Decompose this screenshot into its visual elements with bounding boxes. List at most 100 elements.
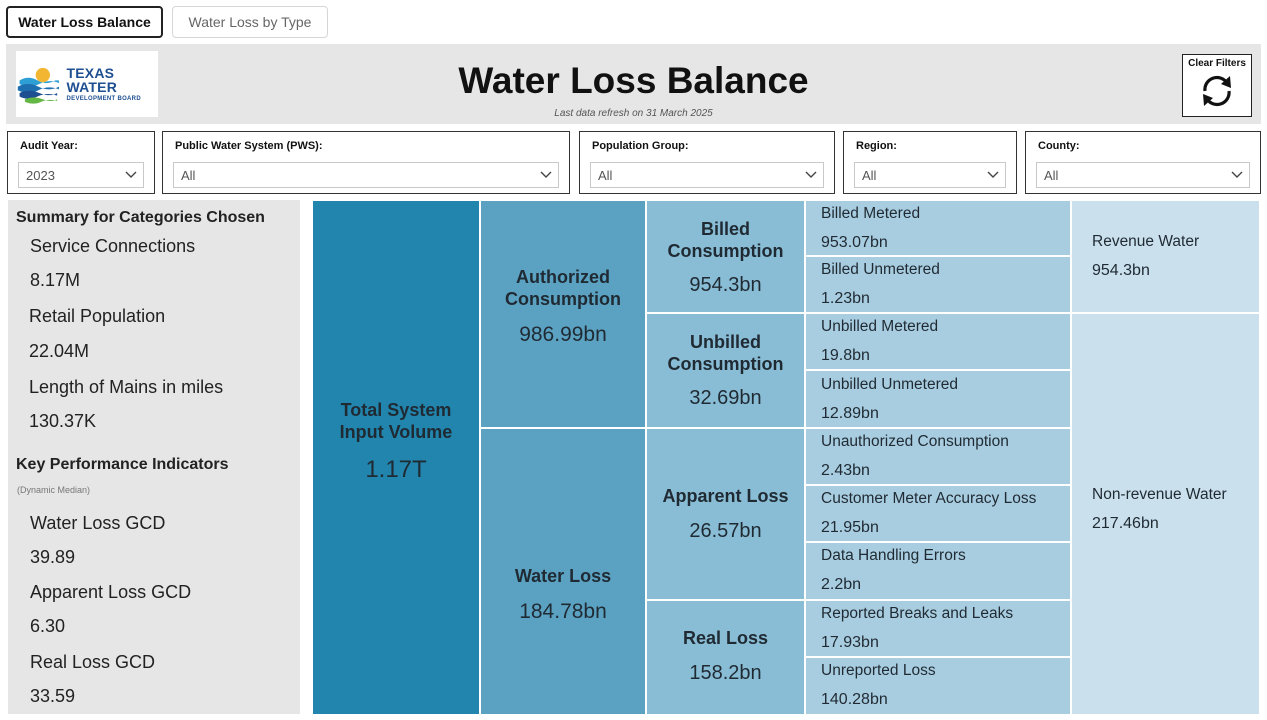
filter-label: Audit Year: [20,140,78,152]
total-system-input-cell: Total System Input Volume 1.17T [313,201,479,714]
filter-region: Region: All [843,131,1017,194]
detail-value: 1.23bn [821,290,870,308]
filter-label: Public Water System (PWS): [175,140,323,152]
chevron-down-icon [540,171,552,179]
summary-panel: Summary for Categories Chosen Service Co… [8,200,300,714]
water-loss-cell: Water Loss 184.78bn [481,429,645,714]
chevron-down-icon [125,171,137,179]
unbilled-consumption-title-line1: Unbilled [647,331,804,353]
filter-public-water-system: Public Water System (PWS): All [162,131,570,194]
summary-heading: Summary for Categories Chosen [16,209,265,227]
total-system-input-value: 1.17T [313,456,479,484]
detail-label: Unreported Loss [821,662,936,680]
filter-label: Region: [856,140,897,152]
dropdown-value: 2023 [26,168,55,183]
real-loss-gcd-value: 33.59 [30,686,75,707]
audit-year-dropdown[interactable]: 2023 [18,162,144,188]
detail-value: 2.43bn [821,462,870,480]
page-title: Water Loss Balance [6,60,1261,102]
dropdown-value: All [862,168,876,183]
detail-label: Unbilled Unmetered [821,376,958,394]
detail-label: Billed Metered [821,205,920,223]
detail-value: 12.89bn [821,405,879,423]
filter-label: Population Group: [592,140,689,152]
filter-population-group: Population Group: All [579,131,835,194]
length-of-mains-label: Length of Mains in miles [29,377,223,398]
water-loss-value: 184.78bn [481,600,645,624]
revenue-water-cell: Revenue Water 954.3bn [1072,201,1259,312]
clear-filters-label: Clear Filters [1188,58,1246,69]
detail-value: 953.07bn [821,234,888,252]
billed-consumption-value: 954.3bn [647,274,804,297]
chevron-down-icon [1231,171,1243,179]
kpi-subheading: (Dynamic Median) [17,485,90,495]
retail-population-label: Retail Population [29,306,165,327]
real-loss-gcd-label: Real Loss GCD [30,652,155,673]
kpi-heading: Key Performance Indicators [16,456,229,474]
authorized-consumption-title-line2: Consumption [481,288,645,310]
detail-label: Customer Meter Accuracy Loss [821,490,1036,508]
detail-unauthorized-consumption: Unauthorized Consumption 2.43bn [806,429,1070,484]
detail-label: Unbilled Metered [821,318,938,336]
detail-label: Unauthorized Consumption [821,433,1009,451]
refresh-arrows-icon [1197,71,1237,111]
tab-water-loss-balance[interactable]: Water Loss Balance [6,6,163,38]
real-loss-cell: Real Loss 158.2bn [647,601,804,714]
length-of-mains-value: 130.37K [29,411,96,432]
apparent-loss-value: 26.57bn [647,520,804,543]
last-refresh-note: Last data refresh on 31 March 2025 [6,108,1261,119]
detail-value: 2.2bn [821,576,861,594]
total-system-input-title-line1: Total System [313,399,479,421]
total-system-input-title-line2: Input Volume [313,421,479,443]
water-loss-title: Water Loss [481,565,645,587]
pws-dropdown[interactable]: All [173,162,559,188]
unbilled-consumption-cell: Unbilled Consumption 32.69bn [647,314,804,427]
tab-water-loss-by-type[interactable]: Water Loss by Type [172,6,328,38]
billed-consumption-title-line2: Consumption [647,240,804,262]
detail-value: 17.93bn [821,634,879,652]
apparent-loss-title: Apparent Loss [647,485,804,507]
non-revenue-water-value: 217.46bn [1092,515,1159,533]
real-loss-title: Real Loss [647,627,804,649]
water-loss-gcd-label: Water Loss GCD [30,513,165,534]
filter-label: County: [1038,140,1080,152]
billed-consumption-cell: Billed Consumption 954.3bn [647,201,804,312]
revenue-water-value: 954.3bn [1092,262,1150,280]
dropdown-value: All [1044,168,1058,183]
dropdown-value: All [181,168,195,183]
detail-customer-meter-accuracy-loss: Customer Meter Accuracy Loss 21.95bn [806,486,1070,541]
detail-value: 140.28bn [821,691,888,709]
region-dropdown[interactable]: All [854,162,1006,188]
authorized-consumption-title-line1: Authorized [481,266,645,288]
population-group-dropdown[interactable]: All [590,162,824,188]
non-revenue-water-cell: Non-revenue Water 217.46bn [1072,314,1259,714]
service-connections-value: 8.17M [30,270,80,291]
chevron-down-icon [987,171,999,179]
water-loss-gcd-value: 39.89 [30,547,75,568]
authorized-consumption-value: 986.99bn [481,323,645,347]
dropdown-value: All [598,168,612,183]
service-connections-label: Service Connections [30,236,195,257]
detail-reported-breaks-and-leaks: Reported Breaks and Leaks 17.93bn [806,601,1070,656]
unbilled-consumption-value: 32.69bn [647,387,804,410]
detail-label: Reported Breaks and Leaks [821,605,1013,623]
detail-label: Billed Unmetered [821,261,940,279]
non-revenue-water-label: Non-revenue Water [1092,486,1227,504]
clear-filters-button[interactable]: Clear Filters [1182,54,1252,117]
detail-data-handling-errors: Data Handling Errors 2.2bn [806,543,1070,599]
apparent-loss-gcd-label: Apparent Loss GCD [30,582,191,603]
county-dropdown[interactable]: All [1036,162,1250,188]
detail-unbilled-unmetered: Unbilled Unmetered 12.89bn [806,371,1070,427]
filter-audit-year: Audit Year: 2023 [7,131,155,194]
retail-population-value: 22.04M [29,341,89,362]
detail-label: Data Handling Errors [821,547,966,565]
detail-unreported-loss: Unreported Loss 140.28bn [806,658,1070,714]
detail-billed-metered: Billed Metered 953.07bn [806,201,1070,255]
chevron-down-icon [805,171,817,179]
authorized-consumption-cell: Authorized Consumption 986.99bn [481,201,645,427]
apparent-loss-gcd-value: 6.30 [30,616,65,637]
apparent-loss-cell: Apparent Loss 26.57bn [647,429,804,599]
billed-consumption-title-line1: Billed [647,218,804,240]
detail-value: 21.95bn [821,519,879,537]
